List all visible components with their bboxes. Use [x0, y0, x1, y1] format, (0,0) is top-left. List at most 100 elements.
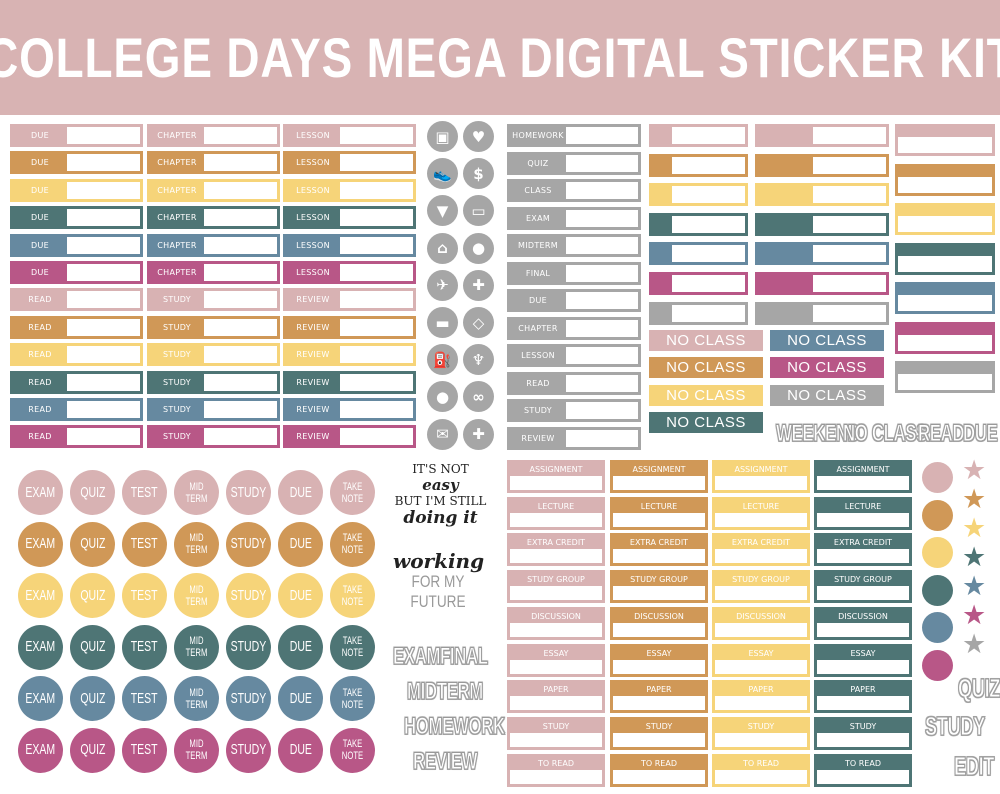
box-label-sticker: DISCUSSION [712, 606, 810, 640]
label-text: STUDY [150, 318, 204, 336]
quote-text: IT'S NOT [412, 462, 469, 476]
write-box [715, 586, 807, 601]
box-label-text: PAPER [850, 685, 876, 695]
label-tab [758, 245, 813, 263]
house-icon: ⌂ [427, 232, 458, 264]
write-box [67, 181, 140, 199]
label-sticker: READ [10, 288, 143, 312]
write-box [340, 373, 413, 391]
label-sticker: REVIEW [283, 343, 416, 367]
star-icon: ★ [962, 571, 987, 602]
quote-text: easy [422, 476, 459, 494]
label-text: CHAPTER [150, 264, 204, 281]
write-box [566, 402, 638, 419]
label-sticker [649, 242, 748, 266]
label-text: DUE [13, 209, 67, 227]
write-box [566, 264, 638, 282]
write-box [672, 186, 745, 204]
circle-sticker-text: TAKE NOTE [341, 738, 364, 762]
box-label-text: LECTURE [640, 501, 678, 511]
tv-icon: ▣ [427, 121, 458, 152]
write-box [340, 236, 413, 254]
box-label-text: EXTRA CREDIT [833, 538, 893, 548]
box-label-text: STUDY GROUP [630, 575, 688, 585]
color-dot [922, 612, 953, 643]
circle-sticker-text: QUIZ [79, 741, 106, 758]
circle-sticker-text: DUE [289, 535, 312, 552]
box-label-text: STUDY GROUP [834, 575, 892, 585]
star-icon: ★ [962, 600, 987, 631]
write-box [813, 156, 886, 174]
circle-sticker: DUE [278, 676, 323, 721]
label-sticker: FINAL [507, 261, 641, 285]
circle-sticker: DUE [278, 470, 323, 515]
circle-sticker: EXAM [18, 573, 63, 618]
box-label-sticker: ESSAY [712, 643, 810, 677]
box-label-text: STUDY GROUP [732, 575, 790, 585]
label-sticker: STUDY [147, 315, 280, 339]
box-label-sticker: STUDY GROUP [712, 570, 810, 604]
write-box [340, 181, 413, 199]
label-text: CHAPTER [150, 127, 204, 144]
circle-sticker: TAKE NOTE [330, 727, 375, 773]
label-sticker: CHAPTER [147, 206, 280, 230]
circle-sticker-text: EXAM [25, 586, 56, 604]
box-label-text: ESSAY [543, 648, 569, 658]
label-sticker: EXAM [507, 206, 641, 230]
write-box [817, 549, 909, 564]
write-box [566, 374, 638, 392]
circle-sticker-text: DUE [289, 483, 312, 501]
label-sticker: HOMEWORK [507, 124, 641, 147]
car-icon: ▬ [427, 307, 458, 338]
word-sticker: QUIZ [958, 673, 1000, 704]
write-box [67, 318, 140, 336]
box-label-sticker: LECTURE [814, 496, 912, 530]
write-box [715, 622, 807, 637]
star-icon: ★ [962, 629, 987, 660]
circle-sticker-text: TEST [131, 483, 158, 501]
box-label-text: STUDY [645, 721, 673, 731]
label-tab [758, 127, 813, 144]
label-sticker: REVIEW [283, 370, 416, 394]
circle-sticker: MID TERM [174, 521, 219, 567]
label-sticker: STUDY [147, 288, 280, 312]
circle-sticker: STUDY [226, 727, 271, 773]
basket-icon: ▼ [427, 195, 458, 227]
label-text: EXAM [510, 209, 566, 227]
box-label-sticker: EXTRA CREDIT [610, 533, 708, 567]
write-box [813, 275, 886, 292]
airplane-icon: ✈ [427, 269, 458, 301]
box-label-text: STUDY GROUP [527, 575, 585, 585]
box-label-sticker: ASSIGNMENT [814, 460, 912, 493]
circle-sticker-text: QUIZ [79, 689, 106, 707]
no-class-text: NO CLASS [787, 386, 867, 404]
circle-sticker-text: QUIZ [79, 535, 106, 552]
label-sticker: DUE [10, 151, 143, 175]
circle-sticker: TAKE NOTE [330, 573, 375, 618]
box-label-sticker: DISCUSSION [507, 606, 605, 640]
label-sticker: DUE [10, 206, 143, 230]
blank-box-sticker [895, 242, 995, 275]
box-label-sticker: TO READ [610, 753, 708, 787]
label-text: LESSON [286, 154, 340, 172]
pills-icon: ∞ [463, 381, 494, 413]
label-sticker: DUE [10, 124, 143, 147]
label-tab [652, 275, 672, 292]
page-title: COLLEGE DAYS MEGA DIGITAL STICKER KIT [0, 26, 1000, 89]
box-label-text: LECTURE [742, 501, 780, 511]
circle-sticker: STUDY [226, 624, 271, 670]
box-label-sticker: STUDY [814, 716, 912, 750]
box-label-sticker: PAPER [712, 680, 810, 714]
label-text: LESSON [510, 347, 566, 364]
box-label-sticker: EXTRA CREDIT [814, 533, 912, 567]
no-class-text: NO CLASS [666, 359, 746, 377]
star-icon: ★ [962, 484, 987, 515]
circle-sticker-text: EXAM [25, 535, 56, 552]
label-sticker: MIDTERM [507, 234, 641, 257]
diamond-icon: ◇ [463, 307, 494, 338]
label-text: CHAPTER [150, 236, 204, 254]
circle-sticker: TEST [122, 521, 167, 567]
label-sticker: REVIEW [283, 398, 416, 421]
word-sticker: MIDTERM [407, 678, 484, 706]
box-label-text: PAPER [748, 685, 774, 695]
